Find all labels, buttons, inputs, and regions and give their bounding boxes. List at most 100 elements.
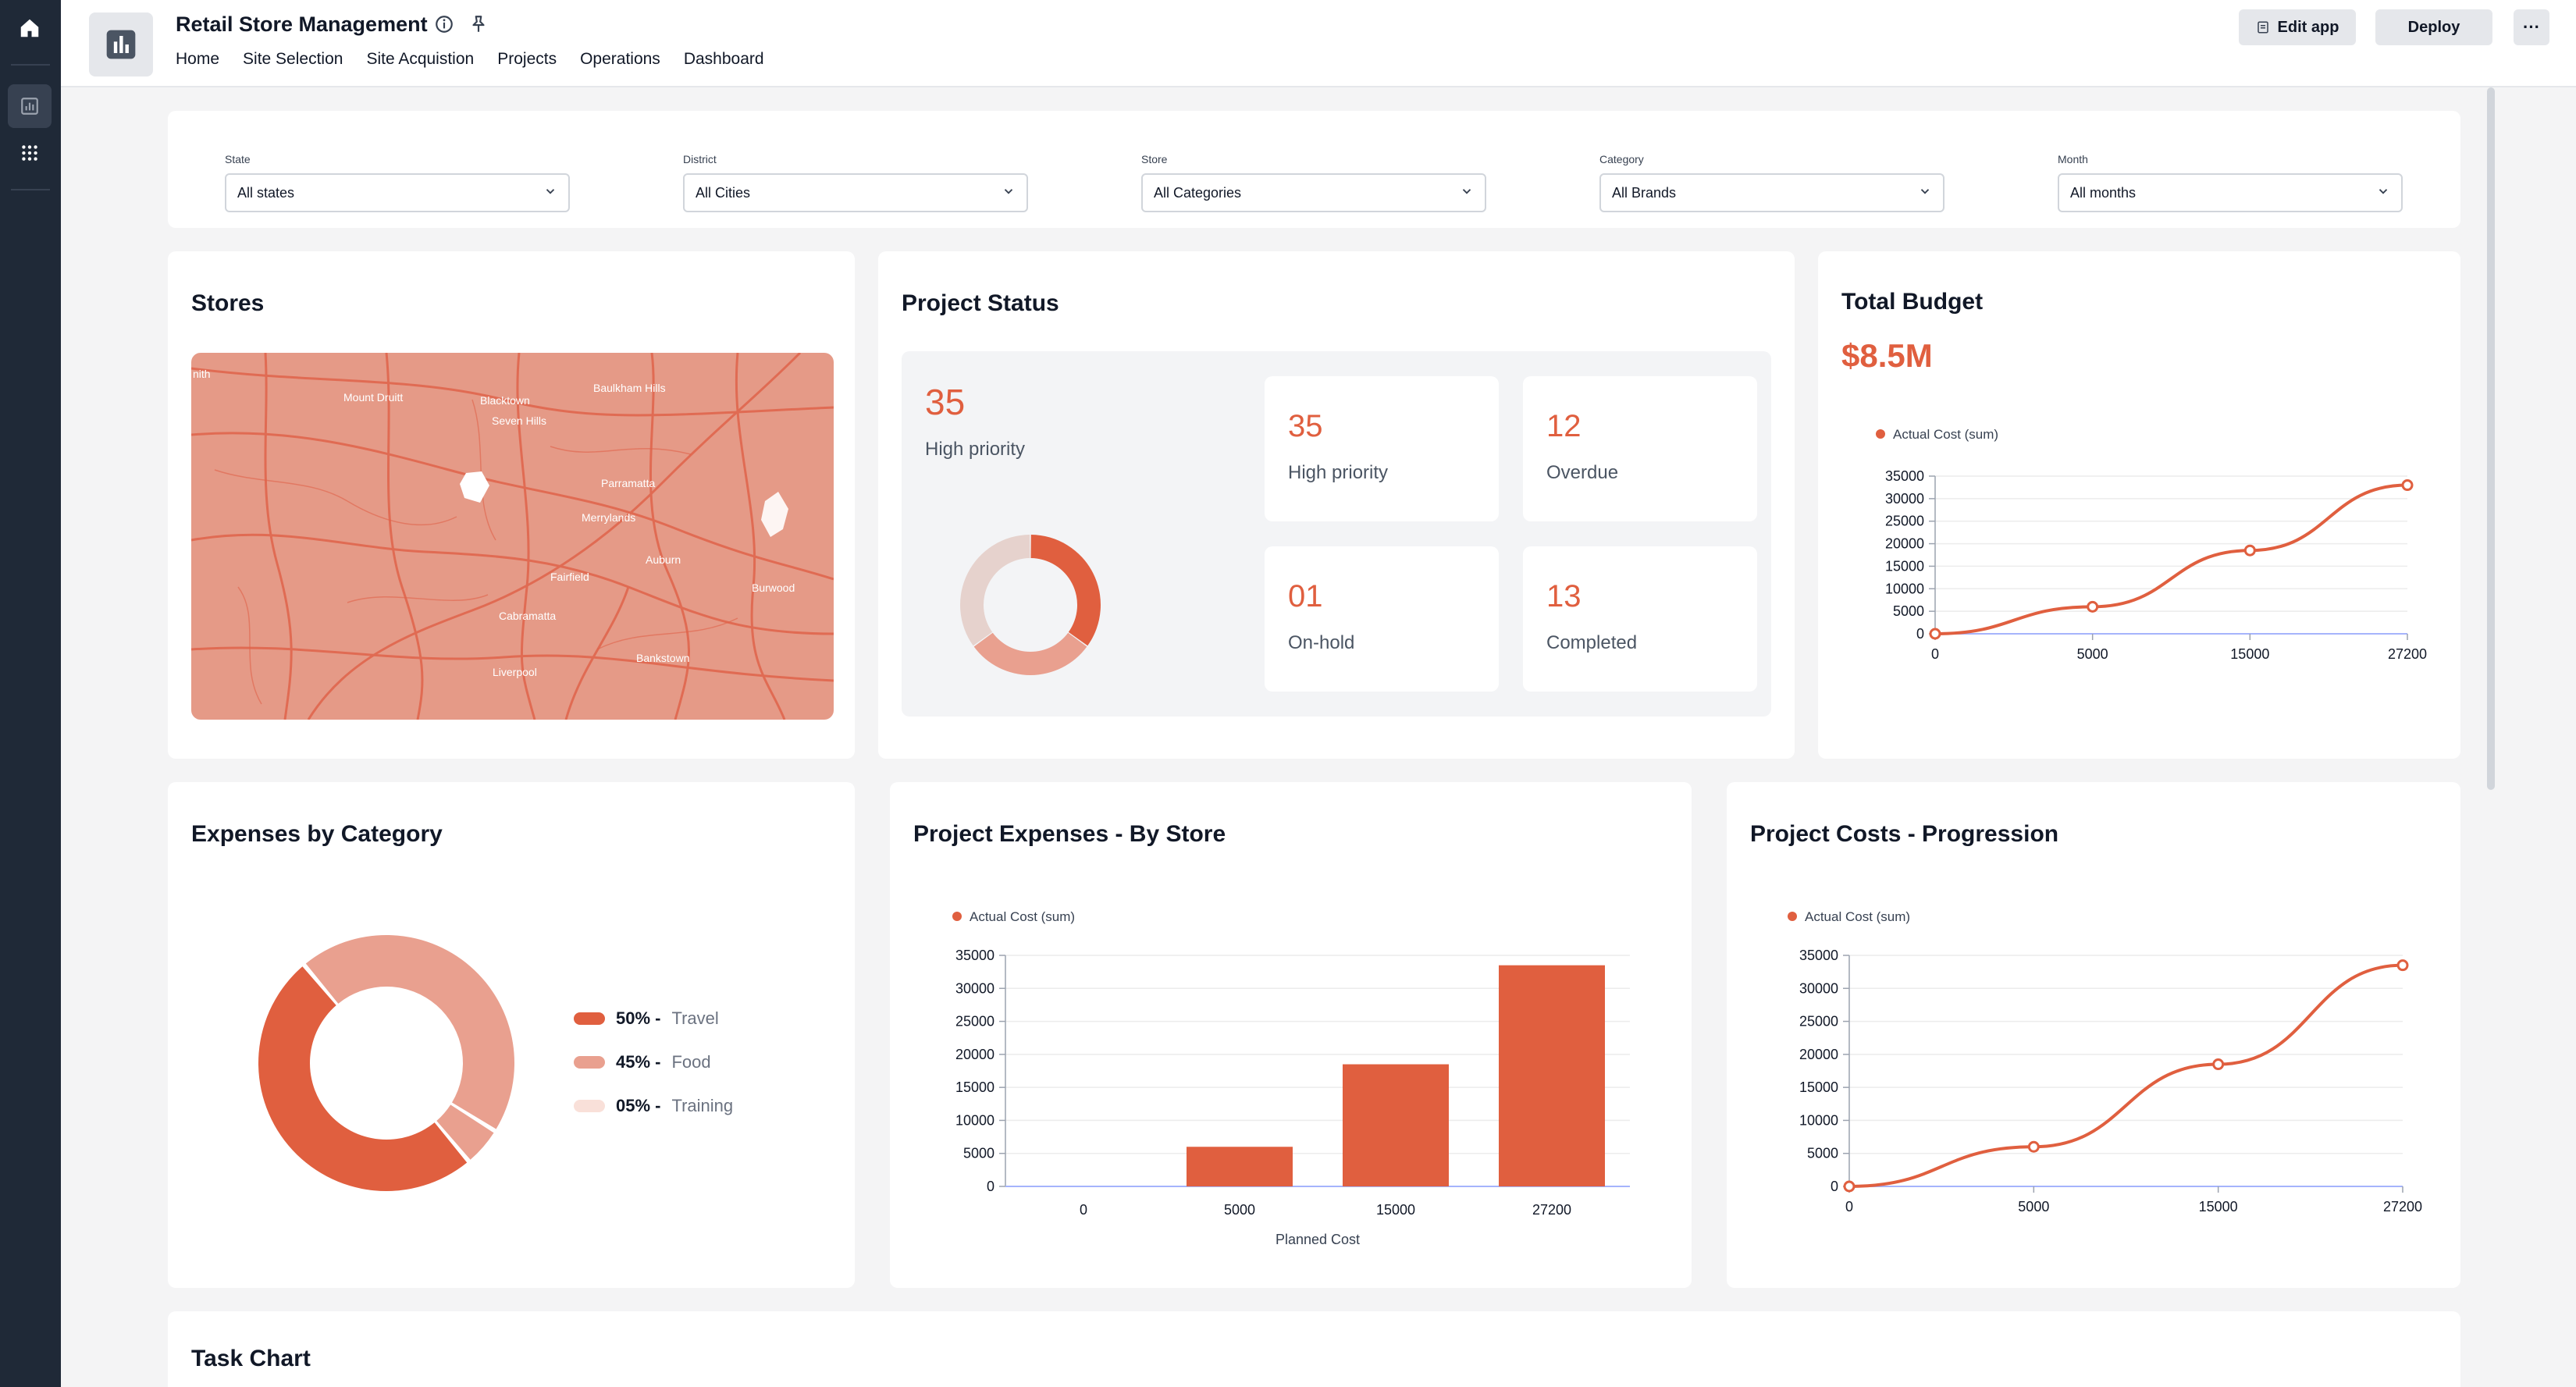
select-value: All states: [237, 184, 295, 201]
y-tick-label: 0: [1916, 626, 1924, 642]
project-costs-title: Project Costs - Progression: [1750, 821, 2059, 847]
store-select[interactable]: All Categories: [1141, 173, 1486, 212]
pin-icon[interactable]: [468, 14, 489, 38]
district-select[interactable]: All Cities: [683, 173, 1028, 212]
stat-tile-overdue[interactable]: 12 Overdue: [1523, 376, 1757, 521]
task-chart-title: Task Chart: [191, 1346, 311, 1371]
x-tick-label: 5000: [1224, 1202, 1255, 1218]
stat-tile-on-hold[interactable]: 01 On-hold: [1265, 546, 1499, 692]
stores-map[interactable]: nith Mount Druitt Blacktown Seven Hills …: [191, 353, 834, 720]
y-tick-label: 5000: [963, 1146, 994, 1161]
y-tick-label: 20000: [955, 1047, 994, 1062]
map-label: Mount Druitt: [343, 391, 403, 404]
y-tick-label: 35000: [955, 948, 994, 963]
costs-line-chart: 0 5000 10000 15000 20000 25000 30000 35000 Actua…: [1788, 909, 2422, 1215]
legend-percent: 05% -: [616, 1096, 661, 1115]
stat-label: On-hold: [1288, 632, 1355, 653]
y-tick-label: 15000: [1885, 558, 1924, 574]
y-tick-label: 25000: [1885, 514, 1924, 529]
chevron-down-icon: [1918, 184, 1932, 202]
legend-item-travel[interactable]: 50% - Travel: [574, 1008, 733, 1029]
filter-label: Category: [1599, 153, 1644, 165]
legend-marker: [952, 912, 962, 921]
page-scrollbar[interactable]: [2487, 87, 2495, 790]
donut-slice: [436, 1104, 494, 1160]
bar: [1499, 965, 1605, 1186]
y-tick-label: 20000: [1799, 1047, 1838, 1062]
nav-projects[interactable]: Projects: [497, 50, 557, 68]
y-tick-label: 15000: [955, 1079, 994, 1095]
nav-dashboard[interactable]: Dashboard: [683, 50, 764, 68]
app-logo-icon: [89, 12, 153, 76]
x-tick-label: 27200: [1532, 1202, 1571, 1218]
deploy-button[interactable]: Deploy: [2375, 9, 2492, 45]
edit-app-button[interactable]: Edit app: [2239, 9, 2356, 45]
x-axis-label: Planned Cost: [1276, 1232, 1360, 1247]
info-icon[interactable]: [434, 14, 454, 38]
map-label: Cabramatta: [499, 610, 556, 622]
bar: [1187, 1147, 1293, 1186]
chevron-down-icon: [2376, 184, 2390, 202]
x-tick-label: 0: [1931, 646, 1939, 662]
filter-label: Month: [2058, 153, 2088, 165]
stat-tile-high-priority[interactable]: 35 High priority: [1265, 376, 1499, 521]
x-tick-label: 15000: [2230, 646, 2269, 662]
map-label: Blacktown: [480, 394, 530, 407]
donut-slice: [305, 935, 514, 1129]
apps-grid-icon[interactable]: [8, 131, 52, 175]
state-select[interactable]: All states: [225, 173, 570, 212]
more-options-button[interactable]: ···: [2514, 9, 2549, 45]
y-tick-label: 35000: [1799, 948, 1838, 963]
project-status-card: Project Status 35 High priority 35 High …: [878, 251, 1795, 759]
map-label: nith: [193, 368, 211, 380]
series-line: [1848, 963, 2403, 1188]
legend-percent: 45% -: [616, 1052, 661, 1072]
project-status-title: Project Status: [902, 290, 1059, 316]
y-tick-label: 20000: [1885, 536, 1924, 552]
data-point: [2243, 544, 2256, 557]
category-donut-chart: [258, 935, 514, 1191]
filter-label: State: [225, 153, 251, 165]
legend-name: Travel: [671, 1008, 719, 1028]
stat-value: 35: [1288, 409, 1323, 443]
data-point: [2401, 479, 2414, 492]
stat-value: 13: [1546, 579, 1582, 613]
nav-home[interactable]: Home: [176, 50, 220, 68]
stat-tile-completed[interactable]: 13 Completed: [1523, 546, 1757, 692]
category-select[interactable]: All Brands: [1599, 173, 1944, 212]
dashboard-icon[interactable]: [8, 84, 52, 128]
x-tick-label: 0: [1845, 1199, 1853, 1215]
data-point: [2087, 600, 2099, 613]
category-legend: 50% - Travel 45% - Food 05% - Training: [574, 1008, 733, 1116]
nav-operations[interactable]: Operations: [580, 50, 660, 68]
x-tick-label: 5000: [2018, 1199, 2049, 1215]
y-tick-label: 10000: [1885, 581, 1924, 596]
stat-value: 01: [1288, 579, 1323, 613]
map-label: Liverpool: [493, 666, 537, 678]
rail-divider: [11, 189, 50, 190]
x-tick-label: 27200: [2383, 1199, 2422, 1215]
nav-site-acquisition[interactable]: Site Acquistion: [366, 50, 475, 68]
home-icon[interactable]: [8, 6, 52, 50]
data-point: [2212, 1058, 2225, 1071]
budget-line-chart: 0 5000 10000 15000 20000 25000 30000 35000 Actua…: [1876, 427, 2427, 662]
expenses-bar-chart: 0 5000 10000 15000 20000 25000 30000 35000 Actua…: [952, 909, 1630, 1247]
nav-site-selection[interactable]: Site Selection: [243, 50, 343, 68]
edit-icon: [2257, 21, 2268, 34]
filter-label: Store: [1141, 153, 1168, 165]
donut-slice: [973, 632, 1087, 675]
total-budget-card: Total Budget $8.5M 0 5000 10000 15000 20000 2…: [1818, 251, 2460, 759]
map-label: Fairfield: [550, 571, 589, 583]
rail-divider: [11, 64, 50, 66]
select-value: All Categories: [1154, 184, 1242, 201]
month-select[interactable]: All months: [2058, 173, 2403, 212]
status-donut-chart: [960, 535, 1101, 675]
legend-item-training[interactable]: 05% - Training: [574, 1096, 733, 1116]
legend-percent: 50% -: [616, 1008, 661, 1028]
project-expenses-card: Project Expenses - By Store 0 5000 10000 15…: [890, 782, 1692, 1288]
y-tick-label: 15000: [1799, 1079, 1838, 1095]
total-budget-title: Total Budget: [1841, 289, 1984, 315]
legend-item-food[interactable]: 45% - Food: [574, 1052, 733, 1072]
map-label: Merrylands: [582, 511, 635, 524]
series-line: [1934, 483, 2408, 635]
